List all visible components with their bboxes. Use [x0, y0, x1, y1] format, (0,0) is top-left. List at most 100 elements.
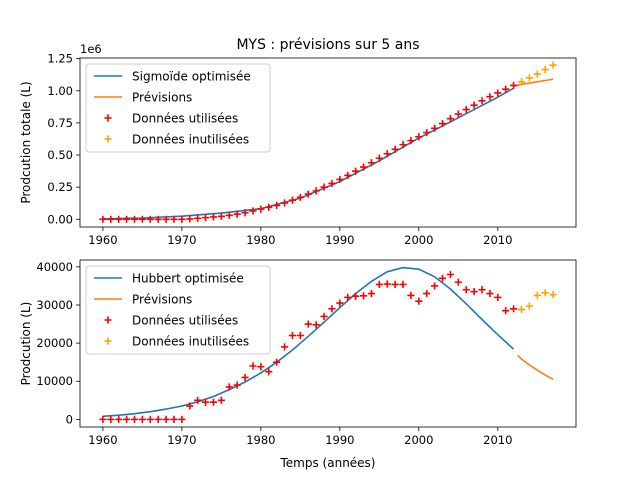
- data-point-marker: [423, 128, 431, 137]
- data-point-marker: [478, 286, 486, 294]
- data-point-marker: [162, 415, 170, 423]
- data-point-marker: [146, 215, 154, 223]
- data-point-marker: [209, 398, 218, 406]
- data-point-marker: [249, 207, 257, 215]
- y-tick-label: 0.00: [47, 212, 73, 226]
- y-tick-label: 30000: [36, 298, 73, 312]
- data-point-marker: [201, 398, 210, 406]
- data-point-marker: [320, 312, 328, 321]
- plot-frame: [79, 57, 577, 228]
- data-point-marker: [122, 215, 131, 223]
- data-point-marker: [549, 291, 557, 299]
- x-tick-label: 2010: [483, 233, 512, 247]
- y-offset-text: 1e6: [80, 42, 102, 56]
- y-tick-label: 0: [66, 412, 73, 426]
- bottom-panel-hubbert: 1960 1970 1980 1990 2000 2010 0 10000 20000 30000…: [19, 259, 577, 470]
- data-point-marker: [454, 278, 462, 286]
- y-tick-label: 1.00: [47, 84, 73, 98]
- data-point-marker: [122, 415, 131, 423]
- legend-label: Données inutilisées: [132, 335, 249, 349]
- legend-marker-swatch: [104, 135, 112, 143]
- data-point-marker: [367, 159, 376, 167]
- data-point-marker: [257, 363, 265, 371]
- y-axis-label: Prodcution totale (L): [19, 81, 33, 203]
- data-point-marker: [391, 280, 399, 289]
- data-point-marker: [407, 137, 415, 145]
- data-point-marker: [233, 210, 241, 218]
- data-point-marker: [549, 61, 557, 69]
- x-tick-label: 1980: [246, 233, 275, 247]
- data-point-marker: [415, 133, 423, 141]
- data-point-marker: [399, 141, 407, 149]
- data-point-marker: [115, 415, 123, 423]
- data-point-marker: [170, 215, 178, 223]
- data-point-marker: [359, 163, 368, 171]
- data-point-marker: [249, 362, 257, 370]
- data-point-marker: [517, 78, 526, 86]
- data-point-marker: [154, 215, 162, 223]
- data-point-marker: [296, 331, 304, 340]
- data-point-marker: [241, 373, 249, 382]
- data-point-marker: [273, 201, 281, 210]
- x-tick-label: 2010: [483, 433, 512, 447]
- data-point-marker: [352, 292, 360, 300]
- data-point-marker: [470, 101, 478, 109]
- data-point-marker: [273, 358, 281, 366]
- series-line: [513, 78, 554, 88]
- x-tick-label: 1990: [325, 233, 354, 247]
- y-tick-label: 20000: [36, 336, 73, 350]
- y-tick-label: 0.25: [47, 180, 73, 194]
- data-point-marker: [344, 171, 352, 180]
- legend-marker-swatch: [104, 114, 112, 122]
- data-point-marker: [541, 65, 549, 74]
- data-point-marker: [130, 415, 139, 423]
- data-point-marker: [304, 320, 312, 328]
- data-point-marker: [154, 415, 162, 423]
- data-point-marker: [494, 89, 502, 97]
- data-point-marker: [375, 280, 383, 289]
- data-point-marker: [462, 105, 470, 114]
- data-point-marker: [336, 299, 344, 307]
- data-point-marker: [99, 415, 107, 423]
- data-point-marker: [178, 415, 186, 423]
- data-point-marker: [438, 119, 447, 128]
- data-point-marker: [225, 383, 233, 391]
- x-tick-label: 2000: [404, 433, 433, 447]
- figure-title: MYS : prévisions sur 5 ans: [236, 37, 419, 53]
- legend-label: Hubbert optimisée: [132, 272, 244, 286]
- y-tick-label: 1.25: [47, 52, 73, 66]
- data-point-marker: [494, 293, 502, 301]
- data-point-marker: [525, 302, 534, 310]
- data-point-marker: [446, 270, 455, 279]
- data-point-marker: [170, 415, 178, 423]
- series-line: [102, 87, 514, 220]
- x-axis-label: Temps (années): [280, 456, 376, 470]
- data-point-marker: [423, 289, 431, 298]
- y-tick-label: 10000: [36, 374, 73, 388]
- data-point-marker: [415, 297, 423, 305]
- data-point-marker: [517, 305, 526, 314]
- data-point-marker: [146, 415, 154, 423]
- data-point-marker: [241, 209, 249, 217]
- data-point-marker: [186, 215, 194, 223]
- legend-label: Données inutilisées: [132, 133, 249, 147]
- data-point-marker: [478, 97, 486, 105]
- data-point-marker: [510, 305, 518, 313]
- data-point-marker: [470, 288, 478, 296]
- data-point-marker: [296, 193, 304, 201]
- data-point-marker: [486, 93, 494, 101]
- data-point-marker: [367, 289, 376, 298]
- legend-label: Données utilisées: [132, 314, 238, 328]
- legend-marker-swatch: [104, 316, 112, 324]
- data-point-marker: [186, 402, 194, 410]
- data-point-marker: [107, 215, 115, 223]
- data-point-marker: [280, 199, 289, 207]
- data-point-marker: [233, 381, 241, 389]
- x-tick-label: 1960: [88, 233, 117, 247]
- series-line: [102, 266, 515, 418]
- data-point-marker: [328, 179, 336, 188]
- data-point-marker: [312, 321, 320, 329]
- data-point-marker: [391, 145, 399, 153]
- legend-label: Sigmoïde optimisée: [132, 70, 251, 84]
